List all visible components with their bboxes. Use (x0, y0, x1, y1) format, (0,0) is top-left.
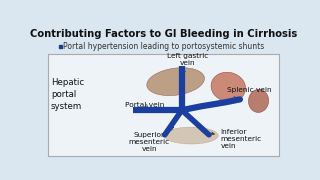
Ellipse shape (248, 89, 268, 112)
Bar (59, 45, 62, 48)
Text: Superior
mesenteric
vein: Superior mesenteric vein (129, 127, 173, 152)
Text: Contributing Factors to GI Bleeding in Cirrhosis: Contributing Factors to GI Bleeding in C… (30, 28, 298, 39)
Text: Inferior
mesenteric
vein: Inferior mesenteric vein (202, 129, 262, 149)
Text: Hepatic
portal
system: Hepatic portal system (51, 78, 84, 111)
Ellipse shape (147, 68, 204, 96)
Ellipse shape (211, 72, 245, 102)
Text: Portal hypertension leading to portosystemic shunts: Portal hypertension leading to portosyst… (63, 42, 265, 51)
Ellipse shape (164, 127, 218, 144)
Text: Left gastric
vein: Left gastric vein (167, 53, 209, 74)
FancyBboxPatch shape (48, 54, 279, 156)
Text: Splenic vein: Splenic vein (227, 87, 271, 99)
Text: Portal vein: Portal vein (125, 102, 164, 108)
